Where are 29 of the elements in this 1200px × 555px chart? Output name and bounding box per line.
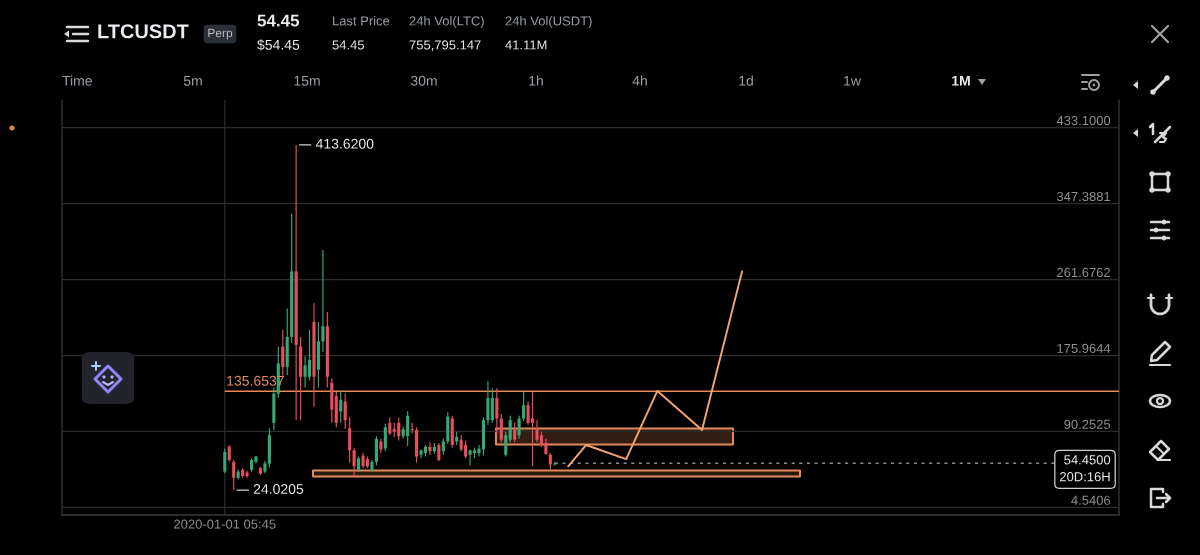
text: Time bbox=[62, 75, 92, 86]
y-tick-label: 347.3881 bbox=[1056, 191, 1111, 202]
y-tick-label: 433.1000 bbox=[1056, 115, 1111, 126]
text: 24h Vol(LTC) bbox=[409, 15, 484, 29]
y-tick-label: 261.6762 bbox=[1057, 267, 1111, 278]
text: 15m bbox=[294, 75, 320, 86]
y-tick-label: 4.5406 bbox=[1071, 495, 1111, 505]
y-tick-label: 175.9644 bbox=[1057, 343, 1111, 353]
text: 1h bbox=[529, 75, 543, 86]
text: Last Price bbox=[333, 15, 390, 26]
x-tick-label: 2020-01-01 05:45 bbox=[174, 519, 276, 529]
text: 41.11M bbox=[505, 40, 547, 50]
text: 1M bbox=[952, 75, 970, 86]
chart-title: LTCUSDT bbox=[98, 24, 189, 39]
text: 1d bbox=[739, 75, 753, 86]
text: 755,795.147 bbox=[409, 40, 481, 52]
y-tick-label: 90.2525 bbox=[1064, 419, 1111, 429]
text: 54.45 bbox=[257, 14, 300, 27]
text: 5m bbox=[183, 75, 202, 86]
annotation: 413.6200 bbox=[315, 138, 374, 149]
text: Perp bbox=[208, 28, 233, 40]
annotation: 24.0205 bbox=[253, 484, 304, 494]
text: 24h Vol(USDT) bbox=[505, 15, 592, 29]
text: 54.45 bbox=[332, 40, 364, 50]
text: 1w bbox=[844, 75, 861, 86]
text: $54.45 bbox=[257, 39, 300, 51]
ref-line-label: 54.4500 20D:16H bbox=[1060, 455, 1111, 482]
text: 4h bbox=[632, 75, 647, 86]
text: 30m bbox=[410, 75, 437, 86]
